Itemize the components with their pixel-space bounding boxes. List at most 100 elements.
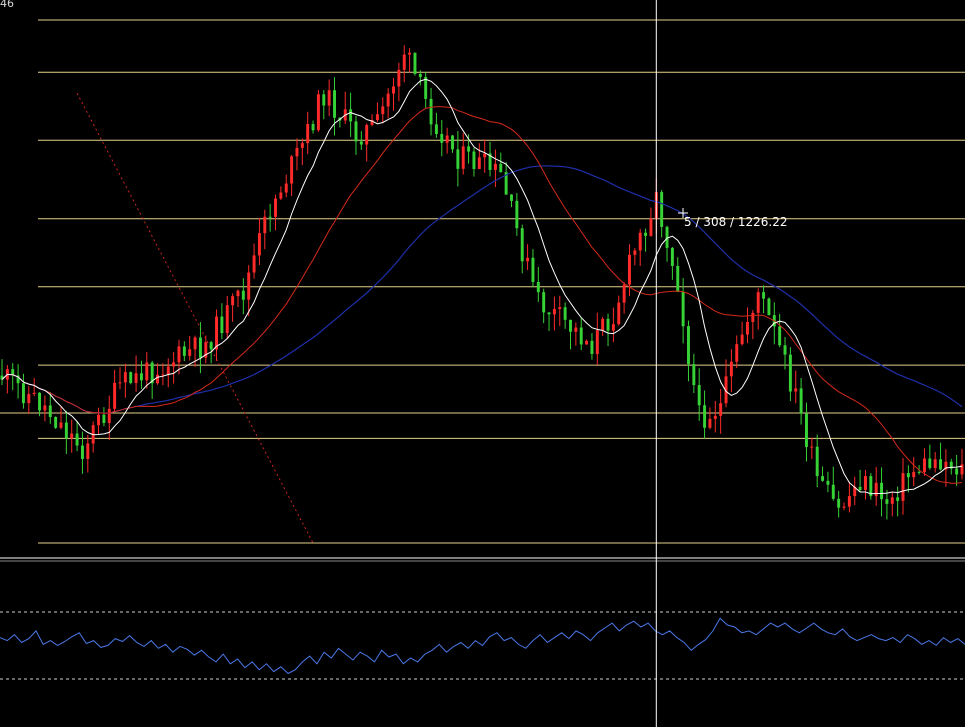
candle-body (649, 218, 653, 236)
candle-body (166, 366, 170, 375)
candle-body (182, 346, 186, 356)
candle-body (349, 109, 353, 122)
candle-body (821, 476, 825, 481)
candle-body (901, 473, 905, 501)
candle-body (241, 290, 245, 300)
candle-body (225, 305, 229, 334)
candle-body (70, 433, 74, 439)
candle-body (54, 417, 58, 428)
candle-body (638, 232, 642, 251)
candle-body (670, 247, 674, 266)
candle-body (268, 216, 272, 218)
candle-body (724, 376, 728, 404)
candle-body (220, 316, 224, 334)
candle-body (134, 373, 138, 383)
candle-body (461, 146, 465, 169)
candle-body (713, 415, 717, 419)
candle-body (633, 250, 637, 255)
candle-body (257, 233, 261, 256)
candle-body (847, 496, 851, 507)
candle-body (172, 362, 176, 367)
candle-body (467, 146, 471, 152)
candle-body (354, 121, 358, 142)
candle-body (381, 106, 385, 115)
candle-body (408, 52, 412, 55)
candle-body (306, 123, 310, 144)
candle-body (520, 228, 524, 262)
candle-body (370, 120, 374, 126)
candle-body (687, 326, 690, 365)
candle-body (156, 374, 160, 384)
dotted-trendline (76, 92, 314, 544)
candle-body (311, 123, 315, 131)
candle-body (590, 340, 594, 354)
candle-body (896, 497, 900, 501)
candle-body (429, 98, 433, 125)
candle-body (762, 292, 766, 299)
candle-body (531, 257, 535, 282)
candle-body (697, 385, 701, 406)
candle-body (740, 334, 744, 345)
candle-body (606, 318, 610, 331)
candle-body (585, 340, 589, 345)
candle-body (692, 364, 696, 386)
candle-body (252, 255, 256, 273)
candle-body (209, 342, 213, 350)
candle-body (107, 408, 111, 424)
candle-body (917, 471, 921, 473)
candle-body (804, 413, 808, 447)
candle-body (681, 291, 685, 327)
candle-body (64, 422, 68, 439)
crosshair-readout: 5 / 308 / 1226.22 (684, 215, 788, 229)
candle-body (552, 308, 556, 315)
candle-body (118, 382, 122, 384)
candle-body (960, 464, 964, 475)
candle-body (215, 316, 218, 350)
candle-body (477, 157, 481, 169)
candle-body (48, 405, 52, 418)
candle-body (746, 321, 749, 335)
candle-body (595, 330, 599, 354)
candle-body (863, 476, 867, 491)
candle-body (510, 194, 513, 201)
candle-body (579, 327, 583, 345)
candle-body (21, 383, 25, 404)
candle-body (880, 482, 884, 500)
candle-body (751, 312, 755, 322)
candle-body (188, 349, 192, 356)
candle-body (327, 90, 331, 106)
candle-body (139, 373, 143, 381)
candle-body (756, 292, 760, 313)
candle-body (375, 114, 379, 121)
candle-body (493, 163, 497, 170)
candle-body (499, 163, 503, 173)
candle-body (434, 124, 438, 134)
candle-body (735, 344, 739, 362)
candle-body (413, 52, 417, 74)
candle-body (123, 372, 127, 383)
candle-body (247, 272, 251, 300)
candle-body (569, 319, 572, 332)
candle-body (939, 459, 943, 470)
fast-moving-average-line (1, 78, 963, 495)
candle-body (204, 342, 208, 358)
candle-body (644, 232, 648, 236)
candle-body (16, 375, 20, 384)
candle-body (922, 458, 926, 473)
candle-body (928, 458, 932, 469)
candle-body (161, 374, 165, 376)
candle-body (386, 93, 390, 107)
candle-body (842, 506, 846, 508)
oscillator-line (0, 617, 965, 675)
candle-body (837, 498, 841, 508)
candle-body (794, 388, 798, 392)
candle-body (295, 147, 299, 157)
candle-body (874, 482, 878, 497)
candle-body (676, 265, 680, 292)
candle-body (418, 73, 422, 78)
candle-body (660, 192, 664, 227)
slow-moving-average-line (1, 165, 963, 414)
candle-body (456, 149, 460, 169)
